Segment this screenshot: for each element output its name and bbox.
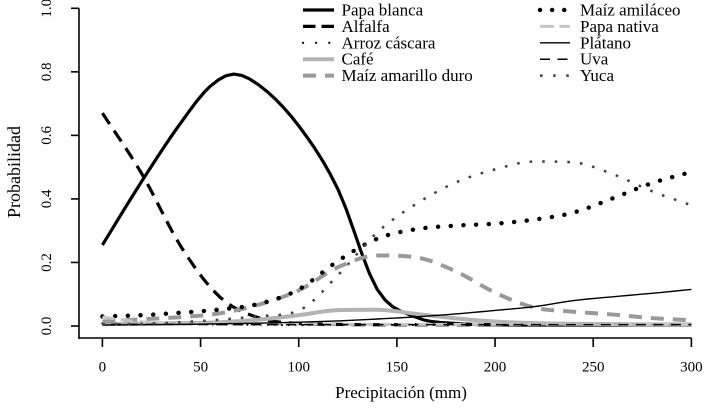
series-line-alfalfa [102,113,691,325]
y-tick-label: 0.6 [39,126,55,145]
x-tick-label: 300 [680,360,703,376]
series-line-maiz-amilaceo [102,172,691,317]
legend-label-maiz-amarillo-duro: Maíz amarillo duro [342,66,473,85]
series-line-papa-blanca [102,74,691,325]
y-axis-title: Probabilidad [4,126,24,218]
y-tick-label: 0.4 [39,189,55,208]
x-tick-label: 50 [193,360,208,376]
series-line-yuca [102,161,691,324]
y-tick-label: 0.2 [39,253,55,272]
x-tick-label: 150 [386,360,409,376]
x-tick-label: 0 [99,360,107,376]
y-tick-label: 1.0 [39,0,55,18]
legend-label-yuca: Yuca [580,66,614,85]
x-tick-label: 100 [287,360,310,376]
x-tick-label: 200 [484,360,507,376]
y-tick-label: 0.0 [39,317,55,336]
y-tick-label: 0.8 [39,62,55,81]
x-tick-label: 250 [582,360,605,376]
x-axis-title: Precipitación (mm) [335,383,467,402]
